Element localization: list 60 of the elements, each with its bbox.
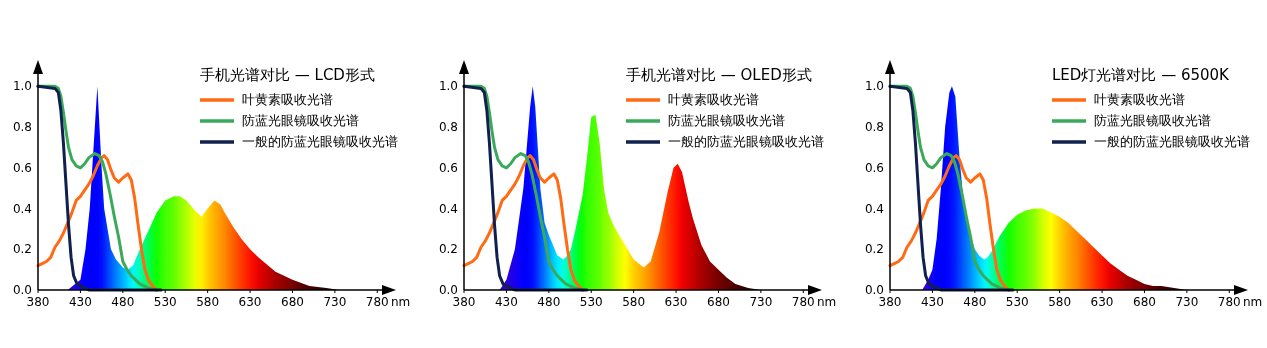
x-tick-label: 580 xyxy=(1048,295,1072,309)
x-tick-label: 680 xyxy=(1133,295,1156,309)
x-tick-label: 430 xyxy=(68,295,92,309)
x-tick-label: 480 xyxy=(111,295,135,309)
x-tick-label: 630 xyxy=(1090,295,1114,309)
y-tick-label: 0.0 xyxy=(438,283,458,297)
x-tick-label: 680 xyxy=(707,295,730,309)
x-tick-label: 680 xyxy=(281,295,304,309)
x-axis-title: nm xyxy=(817,295,837,309)
chart-title: 手机光谱对比 — OLED形式 xyxy=(626,66,812,84)
x-tick-label: 780 xyxy=(365,295,389,309)
chart-title: LED灯光谱对比 — 6500K xyxy=(1052,66,1231,84)
legend-label: 防蓝光眼镜吸收光谱 xyxy=(1094,113,1211,128)
legend-label: 一般的防蓝光眼镜吸收光谱 xyxy=(1094,134,1250,149)
y-tick-label: 0.4 xyxy=(438,201,458,216)
legend-label: 防蓝光眼镜吸收光谱 xyxy=(668,113,785,128)
y-tick-label: 0.4 xyxy=(12,201,32,216)
y-tick-label: 0.2 xyxy=(12,242,32,257)
y-tick-label: 0.6 xyxy=(12,160,32,175)
y-tick-label: 0.2 xyxy=(438,242,458,257)
x-tick-label: 730 xyxy=(749,295,773,309)
x-axis-title: nm xyxy=(1243,295,1263,309)
y-tick-label: 0.0 xyxy=(12,283,32,297)
legend-label: 叶黄素吸收光谱 xyxy=(242,92,333,107)
x-tick-label: 730 xyxy=(1175,295,1199,309)
x-tick-label: 780 xyxy=(791,295,815,309)
x-tick-label: 730 xyxy=(323,295,347,309)
x-tick-label: 380 xyxy=(452,295,476,309)
legend-label: 叶黄素吸收光谱 xyxy=(668,92,759,107)
legend-label: 防蓝光眼镜吸收光谱 xyxy=(242,113,359,128)
x-tick-label: 380 xyxy=(878,295,902,309)
y-tick-label: 0.8 xyxy=(864,120,884,135)
y-tick-label: 0.0 xyxy=(864,283,884,297)
x-tick-label: 430 xyxy=(920,295,944,309)
y-tick-label: 0.8 xyxy=(438,120,458,135)
legend-label: 一般的防蓝光眼镜吸收光谱 xyxy=(242,134,398,149)
x-tick-label: 480 xyxy=(537,295,561,309)
x-axis-title: nm xyxy=(391,295,411,309)
x-tick-label: 630 xyxy=(664,295,688,309)
x-tick-label: 480 xyxy=(963,295,987,309)
x-tick-label: 630 xyxy=(238,295,262,309)
x-tick-label: 530 xyxy=(153,295,177,309)
x-tick-label: 580 xyxy=(622,295,646,309)
x-tick-label: 580 xyxy=(196,295,220,309)
x-tick-label: 530 xyxy=(579,295,603,309)
y-tick-label: 0.6 xyxy=(864,160,884,175)
x-tick-label: 780 xyxy=(1217,295,1241,309)
y-tick-label: 1.0 xyxy=(12,79,32,94)
legend-label: 叶黄素吸收光谱 xyxy=(1094,92,1185,107)
x-tick-label: 380 xyxy=(26,295,50,309)
x-tick-label: 530 xyxy=(1005,295,1029,309)
y-tick-label: 0.6 xyxy=(438,160,458,175)
y-tick-label: 0.4 xyxy=(864,201,884,216)
y-tick-label: 0.2 xyxy=(864,242,884,257)
y-tick-label: 1.0 xyxy=(864,79,884,94)
legend-label: 一般的防蓝光眼镜吸收光谱 xyxy=(668,134,824,149)
chart-title: 手机光谱对比 — LCD形式 xyxy=(200,66,375,84)
y-tick-label: 1.0 xyxy=(438,79,458,94)
x-tick-label: 430 xyxy=(494,295,518,309)
y-tick-label: 0.8 xyxy=(12,120,32,135)
